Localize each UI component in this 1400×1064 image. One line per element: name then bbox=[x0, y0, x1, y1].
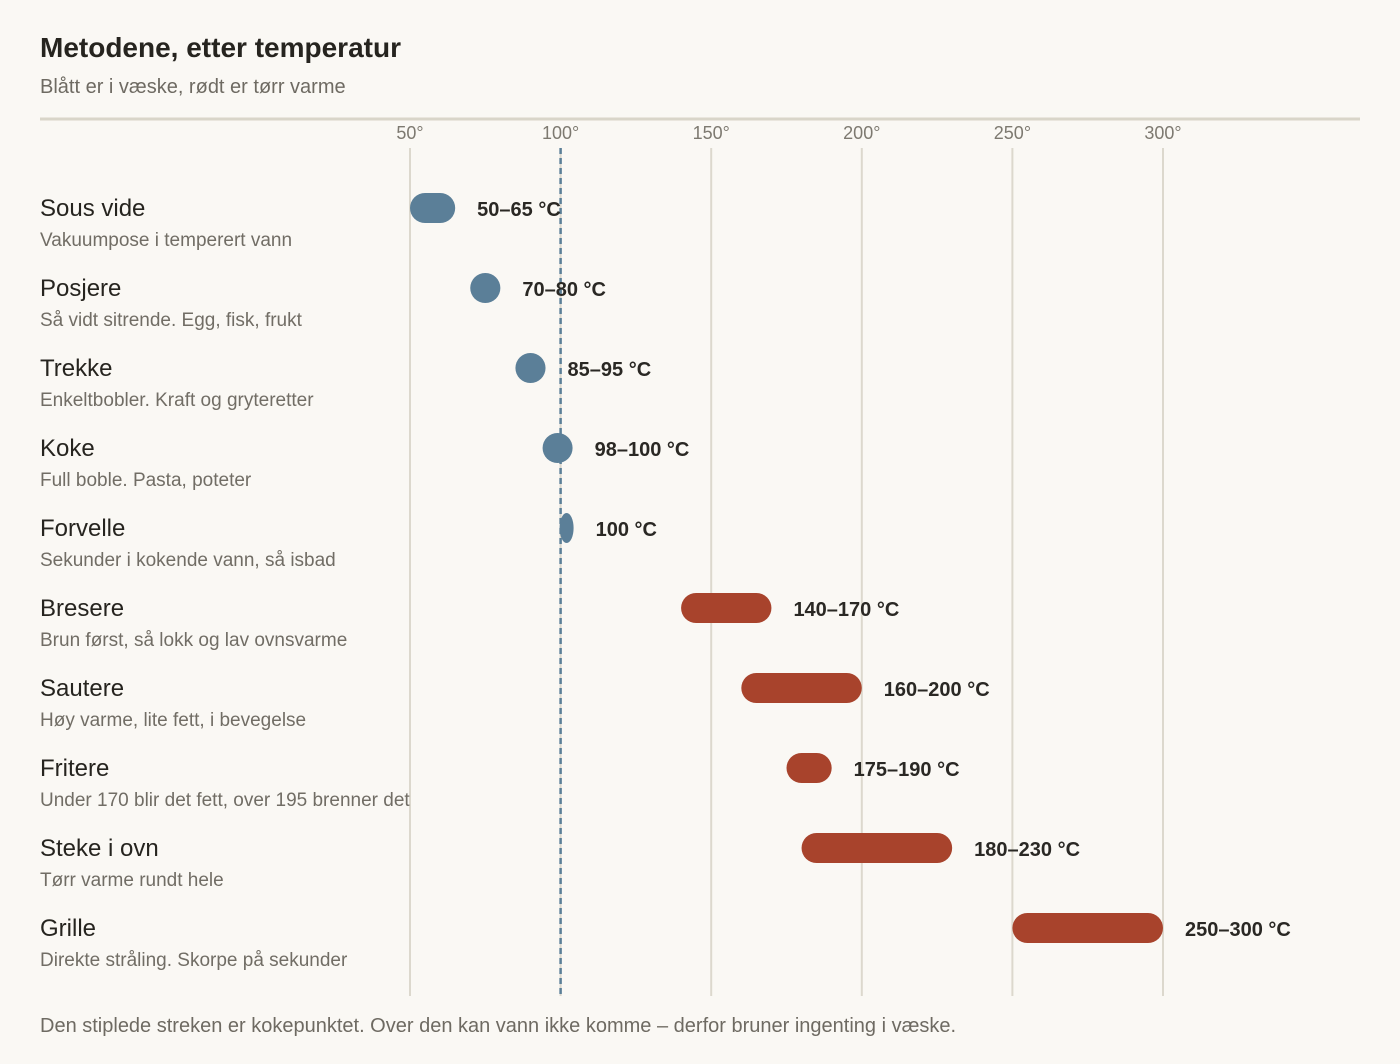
method-name: Bresere bbox=[40, 595, 124, 622]
rows: Sous vide Vakuumpose i temperert vann 50–6… bbox=[40, 193, 1291, 971]
method-row: Fritere Under 170 blir det fett, over 195… bbox=[40, 753, 960, 811]
method-description: Brun først, så lokk og lav ovnsvarme bbox=[40, 630, 347, 651]
method-row: Posjere Så vidt sitrende. Egg, fisk, fruk… bbox=[40, 273, 606, 331]
method-row: Trekke Enkeltbobler. Kraft og gryteretter… bbox=[40, 353, 651, 411]
range-bar bbox=[801, 833, 953, 863]
method-name: Sautere bbox=[40, 675, 124, 702]
range-bar bbox=[681, 593, 772, 623]
method-description: Full boble. Pasta, poteter bbox=[40, 470, 252, 491]
range-bar bbox=[559, 513, 574, 543]
method-row: Forvelle Sekunder i kokende vann, så isba… bbox=[40, 513, 657, 571]
method-description: Tørr varme rundt hele bbox=[40, 870, 224, 891]
value-label: 98–100 °C bbox=[595, 439, 690, 461]
method-row: Grille Direkte stråling. Skorpe på sekund… bbox=[40, 913, 1291, 971]
method-description: Direkte stråling. Skorpe på sekunder bbox=[40, 950, 348, 971]
method-name: Fritere bbox=[40, 755, 109, 782]
grid bbox=[409, 148, 1164, 996]
value-label: 140–170 °C bbox=[793, 599, 899, 621]
method-name: Koke bbox=[40, 435, 95, 462]
method-row: Sous vide Vakuumpose i temperert vann 50–6… bbox=[40, 193, 561, 251]
range-bar bbox=[741, 673, 862, 703]
range-bar bbox=[542, 433, 573, 463]
method-name: Grille bbox=[40, 915, 96, 942]
method-description: Under 170 blir det fett, over 195 brenne… bbox=[40, 790, 410, 811]
value-label: 175–190 °C bbox=[854, 759, 960, 781]
range-bar bbox=[1012, 913, 1163, 943]
method-description: Så vidt sitrende. Egg, fisk, frukt bbox=[40, 310, 303, 331]
method-name: Steke i ovn bbox=[40, 835, 159, 862]
method-description: Sekunder i kokende vann, så isbad bbox=[40, 550, 336, 571]
value-label: 160–200 °C bbox=[884, 679, 990, 701]
range-bar bbox=[470, 273, 501, 303]
value-label: 100 °C bbox=[596, 519, 657, 541]
x-axis-ticks: 50° 100° 150° 200° 250° 300° bbox=[396, 123, 1181, 143]
value-label: 250–300 °C bbox=[1185, 919, 1291, 941]
x-tick-label: 100° bbox=[542, 123, 579, 143]
chart-title: Metodene, etter temperatur bbox=[40, 32, 401, 63]
value-label: 70–80 °C bbox=[522, 279, 606, 301]
chart-subtitle: Blått er i væske, rødt er tørr varme bbox=[40, 76, 346, 98]
method-description: Høy varme, lite fett, i bevegelse bbox=[40, 710, 306, 731]
range-bar bbox=[410, 193, 456, 223]
x-tick-label: 150° bbox=[693, 123, 730, 143]
x-tick-label: 300° bbox=[1144, 123, 1181, 143]
method-row: Steke i ovn Tørr varme rundt hele 180–230 … bbox=[40, 833, 1080, 891]
value-label: 50–65 °C bbox=[477, 199, 561, 221]
method-row: Sautere Høy varme, lite fett, i bevegelse… bbox=[40, 673, 990, 731]
method-row: Koke Full boble. Pasta, poteter 98–100 °C bbox=[40, 433, 689, 491]
range-bar bbox=[786, 753, 832, 783]
method-name: Posjere bbox=[40, 275, 121, 302]
x-tick-label: 200° bbox=[843, 123, 880, 143]
range-bar bbox=[515, 353, 546, 383]
x-tick-label: 250° bbox=[994, 123, 1031, 143]
method-row: Bresere Brun først, så lokk og lav ovnsva… bbox=[40, 593, 899, 651]
x-tick-label: 50° bbox=[396, 123, 423, 143]
method-description: Enkeltbobler. Kraft og gryteretter bbox=[40, 390, 314, 411]
method-name: Sous vide bbox=[40, 195, 145, 222]
value-label: 85–95 °C bbox=[568, 359, 652, 381]
method-description: Vakuumpose i temperert vann bbox=[40, 230, 292, 251]
method-name: Trekke bbox=[40, 355, 112, 382]
value-label: 180–230 °C bbox=[974, 839, 1080, 861]
method-name: Forvelle bbox=[40, 515, 125, 542]
chart-footnote: Den stiplede streken er kokepunktet. Ove… bbox=[40, 1015, 957, 1037]
